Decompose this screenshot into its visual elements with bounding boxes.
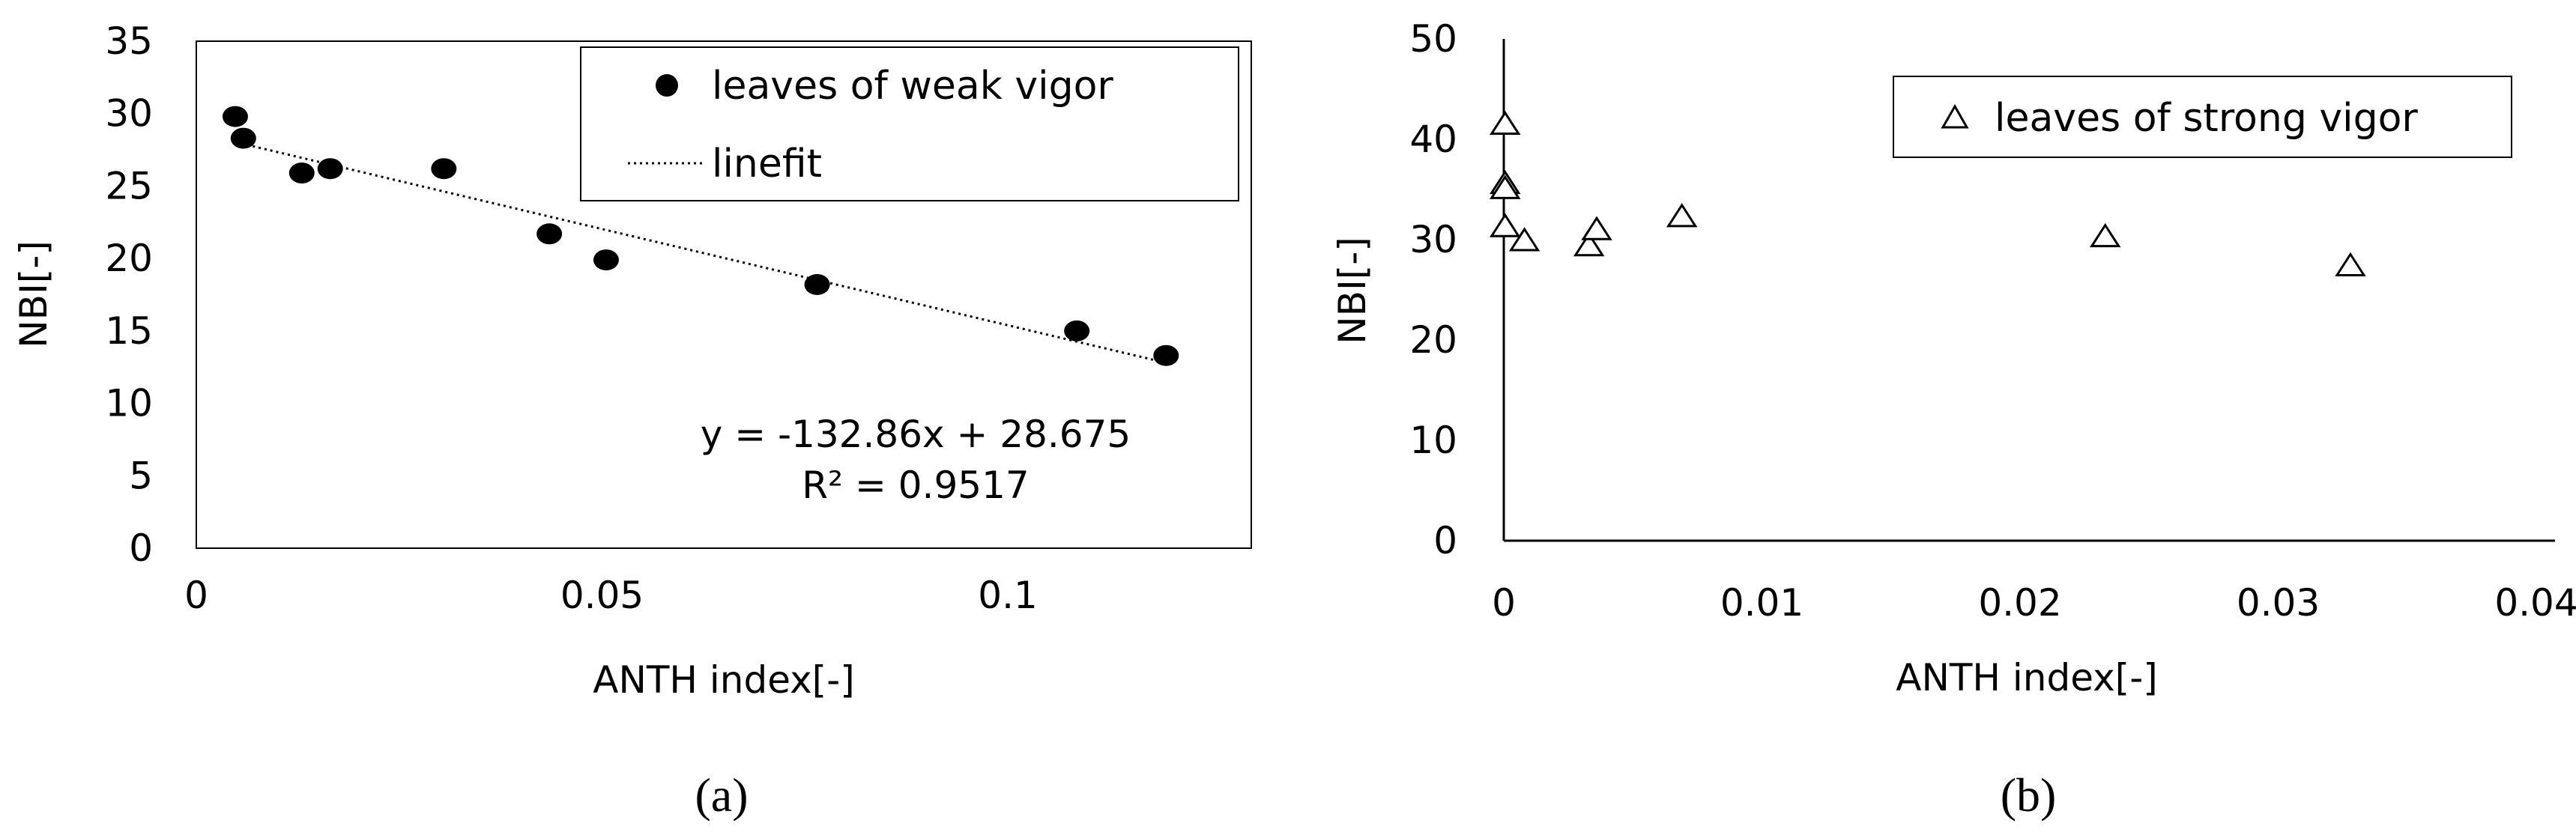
chart-a-point — [317, 158, 343, 180]
chart-a-point — [804, 273, 830, 295]
chart-b-x-tick-label: 0 — [1492, 581, 1516, 625]
chart-a-point — [593, 249, 619, 271]
chart-a-legend: leaves of weak vigor linefit — [580, 46, 1239, 201]
chart-a-y-tick-label: 10 — [105, 382, 153, 425]
chart-b-y-tick-label: 20 — [1409, 318, 1457, 362]
chart-a-x-axis-title: ANTH index[-] — [593, 658, 855, 702]
chart-b-points-layer — [1489, 110, 2366, 276]
chart-a-point — [230, 127, 256, 149]
chart-a-y-tick-label: 5 — [129, 454, 153, 497]
chart-a-y-axis: 0 5 10 15 20 25 30 35 — [105, 19, 153, 570]
chart-b-y-axis-title: NBI[-] — [1331, 237, 1374, 344]
chart-a-x-tick-label: 0.1 — [978, 574, 1038, 617]
chart-a: 0 5 10 15 20 25 30 35 0 0.05 0.1 leaves of weak v… — [12, 19, 1252, 822]
chart-b-x-tick-label: 0.04 — [2494, 581, 2576, 625]
chart-a-point — [288, 163, 315, 184]
chart-b: 0 10 20 30 40 50 0 0.01 0.02 0.03 0.04 leaves of … — [1331, 17, 2576, 822]
chart-a-y-tick-label: 20 — [105, 237, 153, 280]
chart-b-point — [1581, 216, 1612, 240]
chart-a-points-layer — [222, 106, 1179, 366]
chart-a-point — [536, 223, 563, 245]
chart-a-x-tick-label: 0 — [184, 574, 208, 617]
chart-b-x-axis: 0 0.01 0.02 0.03 0.04 — [1492, 581, 2576, 625]
chart-b-panel-label: (b) — [2001, 768, 2057, 822]
chart-b-legend-marker-strong-vigor — [1941, 103, 1969, 129]
chart-a-point — [431, 158, 457, 180]
chart-b-point — [1489, 213, 1521, 237]
chart-a-point — [1064, 320, 1090, 341]
chart-b-x-tick-label: 0.03 — [2237, 581, 2320, 625]
chart-a-y-tick-label: 15 — [105, 309, 153, 353]
chart-a-x-tick-label: 0.05 — [560, 574, 644, 617]
chart-b-point — [1489, 110, 1521, 136]
chart-a-legend-label-linefit: linefit — [712, 142, 822, 186]
chart-a-legend-marker-weak-vigor — [656, 74, 678, 97]
chart-a-legend-label-weak-vigor: leaves of weak vigor — [712, 64, 1113, 109]
chart-b-point — [2335, 252, 2366, 276]
chart-a-y-tick-label: 0 — [129, 526, 153, 570]
chart-b-y-axis: 0 10 20 30 40 50 — [1409, 17, 1457, 562]
chart-a-y-tick-label: 35 — [105, 19, 153, 63]
chart-a-point — [1153, 344, 1179, 366]
chart-b-y-tick-label: 10 — [1409, 419, 1457, 462]
chart-b-x-tick-label: 0.01 — [1720, 581, 1803, 625]
chart-b-legend-label-strong-vigor: leaves of strong vigor — [1995, 96, 2418, 141]
chart-b-y-tick-label: 30 — [1409, 218, 1457, 261]
chart-a-legend-box — [580, 46, 1239, 201]
chart-a-r-squared: R² = 0.9517 — [802, 464, 1029, 507]
chart-b-y-tick-label: 0 — [1433, 519, 1457, 562]
chart-b-point — [1508, 227, 1541, 252]
chart-b-x-tick-label: 0.02 — [1978, 581, 2061, 625]
chart-a-panel-label: (a) — [695, 768, 748, 822]
chart-a-x-axis: 0 0.05 0.1 — [184, 574, 1038, 617]
chart-a-y-tick-label: 25 — [105, 164, 153, 207]
chart-b-point — [2089, 222, 2121, 248]
chart-a-y-axis-title: NBI[-] — [12, 240, 55, 348]
chart-b-x-axis-title: ANTH index[-] — [1896, 656, 2158, 699]
chart-b-point — [1666, 203, 1698, 228]
chart-a-equation: y = -132.86x + 28.675 — [701, 413, 1131, 456]
chart-b-y-tick-label: 40 — [1409, 118, 1457, 161]
chart-b-legend-box — [1893, 76, 2512, 158]
chart-a-point — [222, 106, 248, 127]
chart-b-legend: leaves of strong vigor — [1893, 76, 2512, 158]
chart-b-point — [1573, 231, 1605, 257]
chart-a-y-tick-label: 30 — [105, 92, 153, 136]
chart-b-y-tick-label: 50 — [1409, 17, 1457, 61]
chart-b-point — [1489, 174, 1521, 199]
